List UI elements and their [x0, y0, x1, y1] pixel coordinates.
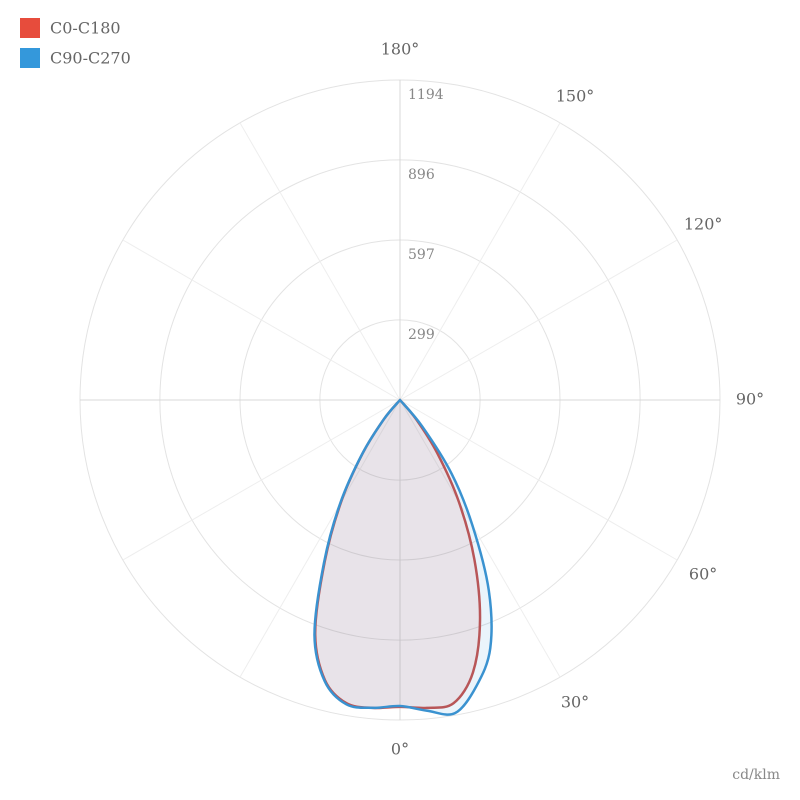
spoke	[399, 239, 678, 401]
legend-swatch	[20, 18, 40, 38]
unit-label: cd/klm	[732, 767, 780, 783]
theta-tick-label: 120°	[684, 215, 723, 234]
spoke	[399, 122, 561, 401]
theta-tick-label: 0°	[391, 740, 409, 759]
legend-label: C90-C270	[50, 49, 131, 68]
spoke	[399, 399, 678, 561]
r-tick-label: 299	[408, 327, 435, 343]
r-tick-label: 896	[408, 167, 435, 183]
legend-swatch	[20, 48, 40, 68]
spoke	[399, 399, 561, 678]
series-curve	[313, 398, 493, 716]
spoke	[239, 122, 401, 401]
spoke	[122, 239, 401, 401]
theta-tick-label: 150°	[556, 86, 595, 105]
spoke	[122, 399, 401, 561]
spoke	[239, 399, 401, 678]
theta-tick-label: 60°	[689, 565, 717, 584]
legend-label: C0-C180	[50, 19, 121, 38]
r-tick-label: 597	[408, 247, 435, 263]
r-tick-label: 1194	[408, 87, 444, 103]
theta-tick-label: 90°	[736, 390, 764, 409]
theta-tick-label: 180°	[381, 40, 420, 59]
theta-tick-label: 30°	[561, 693, 589, 712]
